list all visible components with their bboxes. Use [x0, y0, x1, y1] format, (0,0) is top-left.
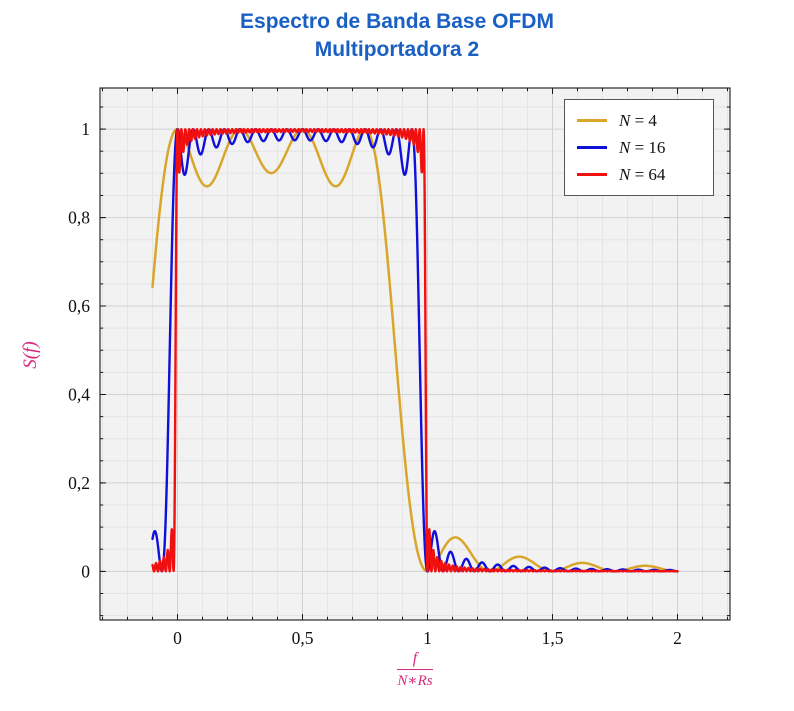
y-tick-label: 0,4: [68, 385, 90, 405]
legend-item: N = 16: [577, 134, 701, 161]
chart-title-line2: Multiportadora 2: [314, 37, 480, 61]
y-tick-label: 0,2: [68, 473, 90, 493]
chart-title: Espectro de Banda Base OFDM Multiportado…: [0, 8, 794, 63]
y-tick-label: 0,6: [68, 296, 90, 316]
y-tick-label: 0: [81, 561, 90, 581]
x-axis-label-fraction: f N∗Rs: [397, 650, 433, 690]
x-tick-label: 1,5: [542, 628, 564, 648]
x-axis-label-numerator: f: [397, 650, 433, 670]
x-tick-label: 0: [173, 628, 182, 648]
y-tick-label: 1: [81, 119, 90, 139]
legend-label: N = 16: [619, 137, 666, 157]
legend: N = 4 N = 16 N = 64: [564, 99, 714, 196]
series-curves: [151, 127, 679, 573]
legend-item: N = 4: [577, 107, 701, 134]
legend-line-swatch: [577, 146, 607, 149]
x-tick-label: 1: [423, 628, 432, 648]
legend-item: N = 64: [577, 161, 701, 188]
legend-line-swatch: [577, 173, 607, 176]
y-tick-label: 0,8: [68, 208, 90, 228]
legend-line-swatch: [577, 119, 607, 122]
x-axis-label: f N∗Rs: [100, 650, 730, 690]
tick-labels: 0 0,5 1 1,5 2 0 0,2 0,4 0,6 0,8 1: [68, 119, 682, 648]
legend-label: N = 64: [619, 164, 666, 184]
x-tick-label: 2: [673, 628, 682, 648]
x-tick-label: 0,5: [292, 628, 314, 648]
chart-title-line1: Espectro de Banda Base OFDM: [240, 10, 554, 33]
x-axis-label-denominator: N∗Rs: [397, 673, 433, 689]
y-axis-label: S(f): [20, 341, 41, 369]
plot-frame: [99, 87, 731, 621]
legend-label: N = 4: [619, 110, 657, 130]
series-line-2: [151, 127, 679, 573]
